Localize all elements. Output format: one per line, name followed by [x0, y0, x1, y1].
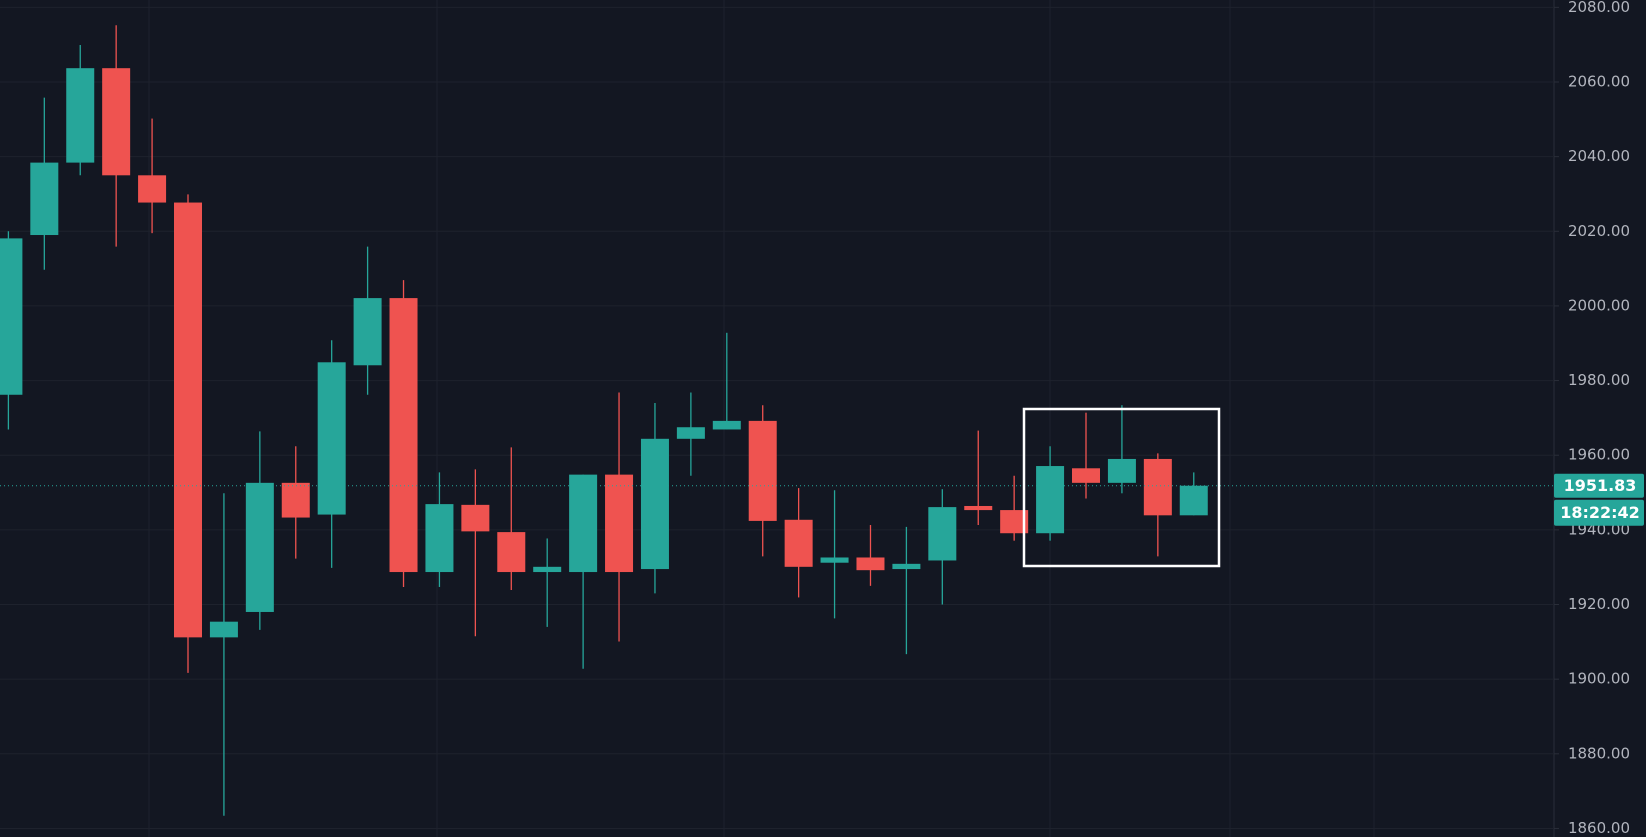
candle-body: [66, 68, 95, 163]
y-tick-label: 2080.00: [1568, 0, 1630, 16]
candle-body: [497, 532, 526, 573]
y-tick-label: 1920.00: [1568, 595, 1630, 613]
candle-body: [1107, 458, 1136, 483]
candle-body: [209, 621, 238, 638]
candle-body: [425, 504, 454, 573]
candle-body: [281, 482, 310, 518]
candle-body: [353, 298, 382, 366]
candle-body: [0, 238, 23, 395]
countdown-label: 18:22:42: [1560, 503, 1640, 522]
candle-body: [1072, 468, 1100, 483]
vertical-grid: [148, 0, 1375, 837]
y-tick-label: 2020.00: [1568, 222, 1630, 240]
candle-body: [174, 202, 202, 638]
candle-body: [748, 420, 777, 521]
candle-body: [928, 507, 957, 561]
countdown-badge: [1554, 499, 1644, 526]
candle-body: [245, 482, 274, 612]
y-tick-label: 2060.00: [1568, 72, 1630, 90]
candle-body: [676, 427, 705, 439]
y-tick-label: 1900.00: [1568, 670, 1630, 688]
candle-body: [1036, 466, 1065, 534]
candle-body: [605, 474, 634, 573]
y-tick-label: 2000.00: [1568, 296, 1630, 314]
price-badge: [1554, 473, 1644, 498]
candle-body: [102, 68, 131, 176]
plot: [0, 6, 1554, 829]
candle-body: [1179, 485, 1208, 516]
candle-body: [784, 519, 813, 567]
candle-body: [640, 438, 669, 570]
candle-body: [30, 162, 59, 236]
candle-body: [138, 175, 167, 203]
candle-body: [712, 420, 741, 430]
candle-body: [856, 557, 885, 571]
candle-body: [461, 504, 490, 532]
candle-body: [1000, 510, 1029, 534]
highlight-box: [1022, 407, 1221, 568]
y-tick-label: 1860.00: [1568, 819, 1630, 837]
y-tick-label: 2040.00: [1568, 147, 1630, 165]
candle-body: [533, 566, 562, 573]
candle-body: [389, 298, 418, 573]
y-tick-label: 1960.00: [1568, 446, 1630, 464]
candle-body: [317, 362, 346, 515]
last-price-label: 1951.83: [1564, 476, 1637, 495]
candle-body: [569, 474, 598, 573]
y-tick-label: 1980.00: [1568, 371, 1630, 389]
candle-body: [1143, 458, 1172, 516]
y-tick-label: 1880.00: [1568, 744, 1630, 762]
candle-body: [964, 505, 993, 511]
candle-body: [820, 557, 849, 563]
candle-body: [892, 563, 921, 570]
